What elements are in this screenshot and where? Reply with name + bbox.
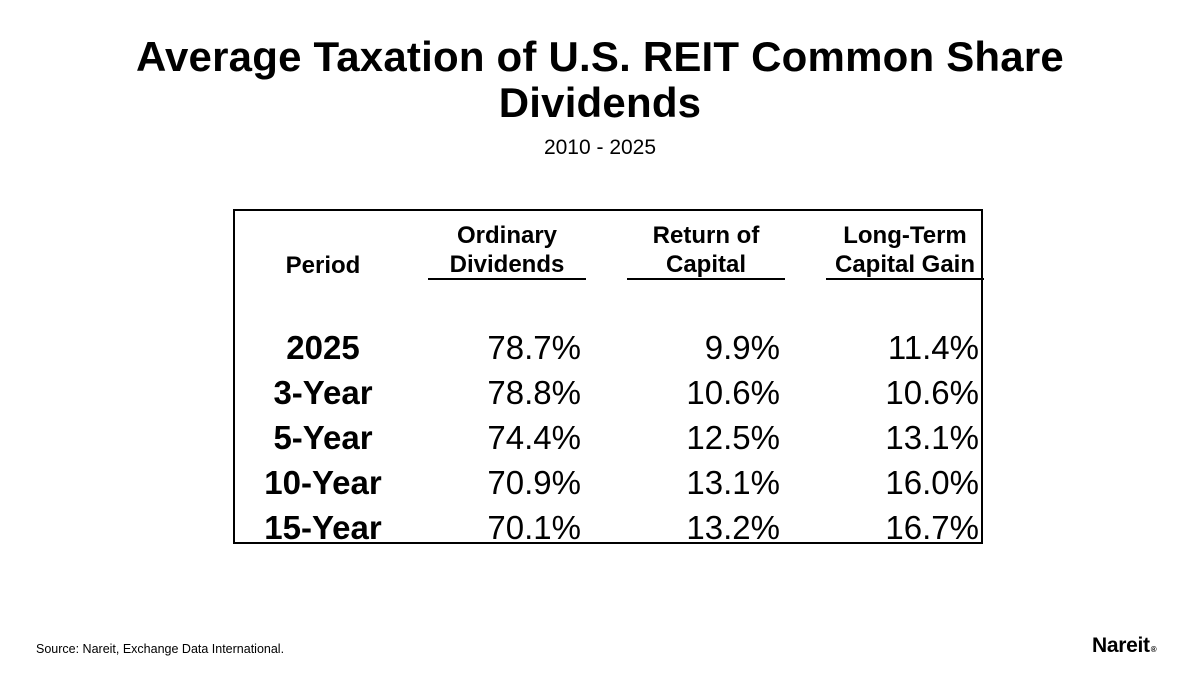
header-roc-line-2: Capital	[665, 251, 746, 278]
page-title: Average Taxation of U.S. REIT Common Sha…	[0, 34, 1200, 126]
table-row: 15-Year 70.1% 13.2% 16.7%	[235, 505, 981, 550]
header-roc-line-1: Return of	[652, 222, 760, 249]
page-title-line-1: Average Taxation of U.S. REIT Common Sha…	[136, 33, 1064, 80]
header-ordinary-line-1: Ordinary	[456, 222, 558, 249]
cell-long-term-capital-gain: 13.1%	[885, 419, 979, 456]
cell-long-term-capital-gain: 11.4%	[887, 329, 979, 366]
cell-return-of-capital: 13.1%	[686, 464, 780, 501]
logo-text: Nareit	[1092, 634, 1150, 657]
registered-mark: ®	[1150, 645, 1157, 654]
header-ordinary-line-2: Dividends	[449, 251, 565, 278]
cell-return-of-capital: 13.2%	[686, 509, 780, 546]
header-return-of-capital: Return of Capital	[627, 221, 785, 279]
table-row: 5-Year 74.4% 12.5% 13.1%	[235, 415, 981, 460]
header-long-term-capital-gain: Long-Term Capital Gain	[826, 221, 984, 279]
cell-return-of-capital: 10.6%	[686, 374, 780, 411]
header-ltcg-line-1: Long-Term	[843, 222, 967, 249]
cell-period: 3-Year	[273, 374, 373, 411]
header-underline-ltcg	[826, 278, 984, 280]
header-underline-roc	[627, 278, 785, 280]
taxation-table: Period Ordinary Dividends Return of Capi…	[233, 209, 984, 546]
table-row: 10-Year 70.9% 13.1% 16.0%	[235, 460, 981, 505]
cell-return-of-capital: 9.9%	[704, 329, 780, 366]
header-ltcg-line-2: Capital Gain	[834, 251, 976, 278]
nareit-logo: Nareit®	[1092, 633, 1157, 663]
cell-ordinary: 78.7%	[487, 329, 581, 366]
cell-long-term-capital-gain: 10.6%	[885, 374, 979, 411]
page-title-line-2: Dividends	[498, 79, 702, 126]
header-ordinary-dividends: Ordinary Dividends	[428, 221, 586, 279]
cell-long-term-capital-gain: 16.7%	[885, 509, 979, 546]
source-note: Source: Nareit, Exchange Data Internatio…	[36, 642, 285, 656]
cell-period: 10-Year	[264, 464, 382, 501]
header-period: Period	[285, 252, 361, 279]
cell-ordinary: 70.1%	[487, 509, 581, 546]
cell-long-term-capital-gain: 16.0%	[885, 464, 979, 501]
cell-ordinary: 70.9%	[487, 464, 581, 501]
cell-period: 15-Year	[264, 509, 382, 546]
page-subtitle: 2010 - 2025	[543, 136, 657, 159]
cell-return-of-capital: 12.5%	[686, 419, 780, 456]
table-row: 3-Year 78.8% 10.6% 10.6%	[235, 370, 981, 415]
cell-period: 2025	[286, 329, 360, 366]
header-underline-ordinary	[428, 278, 586, 280]
table-row: 2025 78.7% 9.9% 11.4%	[235, 325, 981, 370]
cell-period: 5-Year	[273, 419, 373, 456]
cell-ordinary: 78.8%	[487, 374, 581, 411]
cell-ordinary: 74.4%	[487, 419, 581, 456]
